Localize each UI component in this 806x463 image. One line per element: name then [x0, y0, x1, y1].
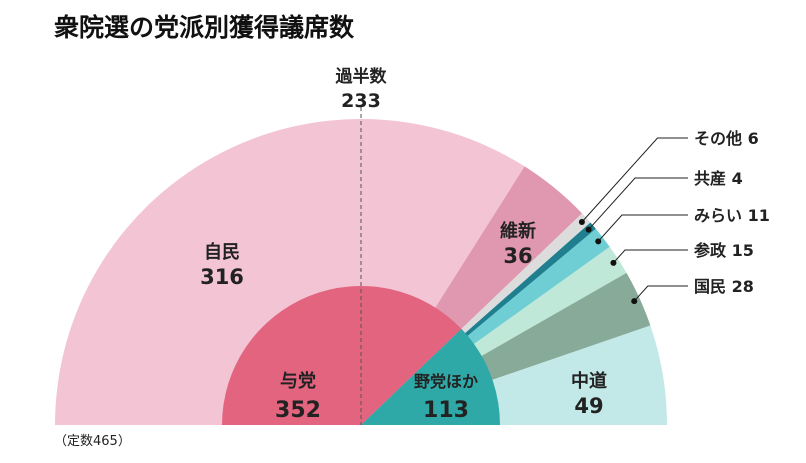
chart-title: 衆院選の党派別獲得議席数 [54, 13, 355, 42]
slice-野党ほか [361, 328, 500, 425]
seat-total-note: （定数465） [54, 434, 131, 449]
callout-name: 共産 [694, 169, 732, 188]
label-自民: 自民 [204, 241, 240, 263]
label-与党: 与党 [280, 370, 316, 392]
leader-line-その他 [581, 137, 688, 223]
value-自民: 316 [200, 265, 244, 289]
leader-line-参政 [613, 249, 688, 264]
value-中道: 49 [574, 394, 603, 418]
majority-label: 過半数 [336, 66, 388, 87]
callout-国民: 国民 28 [694, 277, 754, 296]
callout-その他: その他 6 [694, 129, 759, 148]
callout-value: 4 [732, 169, 743, 188]
callout-みらい: みらい 11 [694, 206, 770, 225]
callout-value: 28 [732, 277, 754, 296]
callout-name: みらい [694, 206, 748, 225]
callout-name: 国民 [694, 277, 732, 296]
value-維新: 36 [503, 244, 532, 268]
leader-dot-その他 [578, 219, 585, 226]
slice-与党 [222, 286, 462, 425]
label-中道: 中道 [571, 370, 607, 392]
leader-dot-参政 [610, 259, 617, 266]
majority-value: 233 [341, 90, 381, 112]
callout-name: 参政 [694, 241, 732, 260]
leader-dot-共産 [585, 226, 592, 233]
callout-参政: 参政 15 [694, 241, 754, 260]
label-維新: 維新 [500, 220, 536, 242]
callout-value: 11 [748, 206, 770, 225]
value-野党ほか: 113 [423, 398, 469, 423]
callout-value: 6 [748, 129, 759, 148]
callout-value: 15 [732, 241, 754, 260]
leader-line-共産 [588, 177, 688, 230]
callout-name: その他 [694, 129, 748, 148]
leader-line-みらい [597, 214, 688, 242]
callout-共産: 共産 4 [694, 169, 743, 188]
leader-dot-国民 [631, 298, 638, 305]
leader-dot-みらい [595, 238, 602, 245]
value-与党: 352 [275, 398, 321, 423]
label-野党ほか: 野党ほか [414, 372, 478, 391]
leader-line-国民 [633, 285, 688, 302]
